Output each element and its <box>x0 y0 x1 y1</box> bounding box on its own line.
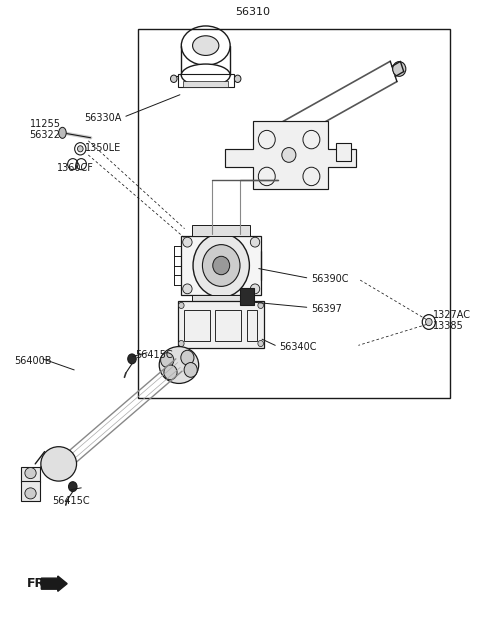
Ellipse shape <box>164 365 177 379</box>
Ellipse shape <box>159 347 199 383</box>
Text: 56310: 56310 <box>235 7 270 17</box>
Ellipse shape <box>282 147 296 162</box>
Bar <box>215 310 241 341</box>
Bar <box>21 467 40 482</box>
Ellipse shape <box>181 350 194 365</box>
Ellipse shape <box>234 75 241 83</box>
Polygon shape <box>225 121 356 189</box>
Text: 1327AC: 1327AC <box>432 310 470 320</box>
Ellipse shape <box>181 64 230 86</box>
Text: 1350LE: 1350LE <box>85 143 121 152</box>
Ellipse shape <box>193 234 250 297</box>
Ellipse shape <box>184 363 197 377</box>
Text: 56340C: 56340C <box>279 342 317 352</box>
Bar <box>181 236 261 295</box>
Ellipse shape <box>59 127 66 138</box>
Bar <box>178 74 234 88</box>
Bar <box>247 310 257 341</box>
Ellipse shape <box>179 341 184 347</box>
Text: 56400B: 56400B <box>14 356 52 366</box>
Ellipse shape <box>393 62 406 77</box>
Bar <box>192 295 251 306</box>
Bar <box>178 300 264 349</box>
Text: 13385: 13385 <box>432 321 463 331</box>
Text: 56397: 56397 <box>312 304 342 313</box>
Text: 56322: 56322 <box>30 130 60 140</box>
Ellipse shape <box>25 488 36 499</box>
Ellipse shape <box>179 302 184 308</box>
Ellipse shape <box>41 447 76 481</box>
Ellipse shape <box>77 146 83 152</box>
Text: 56330A: 56330A <box>84 113 121 123</box>
Bar <box>240 288 254 305</box>
Ellipse shape <box>161 353 174 368</box>
Ellipse shape <box>69 482 77 492</box>
Ellipse shape <box>25 468 36 479</box>
Ellipse shape <box>128 354 136 364</box>
Text: 56415C: 56415C <box>135 350 173 360</box>
Ellipse shape <box>203 244 240 286</box>
Text: FR.: FR. <box>27 577 50 590</box>
Bar <box>183 81 228 88</box>
Bar <box>192 225 251 236</box>
Ellipse shape <box>258 302 264 308</box>
Ellipse shape <box>251 238 260 247</box>
Ellipse shape <box>213 256 229 275</box>
Text: 1360CF: 1360CF <box>57 164 94 173</box>
Ellipse shape <box>426 318 432 326</box>
Ellipse shape <box>183 284 192 294</box>
Bar <box>336 143 351 161</box>
Ellipse shape <box>192 36 219 56</box>
Bar <box>21 481 40 501</box>
Text: 56415C: 56415C <box>52 495 90 506</box>
Ellipse shape <box>258 341 264 347</box>
FancyArrow shape <box>41 576 67 591</box>
Ellipse shape <box>183 238 192 247</box>
Text: 56390C: 56390C <box>312 274 349 284</box>
Bar <box>184 310 210 341</box>
Text: 11255: 11255 <box>30 119 60 129</box>
Bar <box>138 29 450 397</box>
Ellipse shape <box>170 75 177 83</box>
Ellipse shape <box>251 284 260 294</box>
